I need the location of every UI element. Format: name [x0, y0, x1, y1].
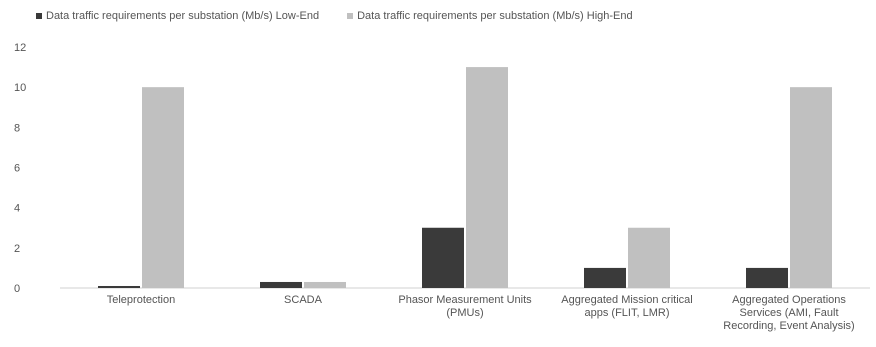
bar-low-end-2 — [422, 227, 464, 288]
x-tick-label: Teleprotection — [107, 294, 176, 306]
legend-swatch-low-end — [36, 13, 42, 19]
legend-label-low-end: Data traffic requirements per substation… — [46, 10, 320, 22]
chart-legend: Data traffic requirements per substation… — [36, 10, 633, 22]
bar-low-end-4 — [746, 267, 788, 288]
bar-high-end-0 — [142, 87, 184, 289]
x-tick-label: Aggregated Operations — [732, 294, 846, 306]
x-tick-label: SCADA — [284, 294, 323, 306]
x-tick-label: Aggregated Mission critical — [561, 294, 692, 306]
bar-high-end-1 — [304, 281, 346, 288]
legend-label-high-end: Data traffic requirements per substation… — [357, 10, 633, 22]
y-tick-label: 8 — [14, 122, 20, 134]
y-tick-label: 12 — [14, 42, 26, 54]
bar-high-end-3 — [628, 227, 670, 288]
x-tick-label: Recording, Event Analysis) — [723, 320, 854, 332]
legend-item-high-end: Data traffic requirements per substation… — [347, 10, 633, 22]
y-tick-label: 4 — [14, 203, 20, 215]
bar-high-end-2 — [466, 67, 508, 288]
bar-low-end-3 — [584, 267, 626, 288]
y-tick-label: 10 — [14, 82, 26, 94]
x-tick-label: apps (FLIT, LMR) — [585, 307, 670, 319]
bar-low-end-0 — [98, 285, 140, 288]
x-tick-label: Services (AMI, Fault — [739, 307, 838, 319]
x-tick-label: (PMUs) — [446, 307, 483, 319]
bar-low-end-1 — [260, 281, 302, 288]
y-tick-label: 6 — [14, 163, 20, 175]
legend-item-low-end: Data traffic requirements per substation… — [36, 10, 319, 22]
y-tick-label: 2 — [14, 243, 20, 255]
legend-swatch-high-end — [347, 13, 354, 19]
bar-high-end-4 — [790, 87, 832, 289]
y-tick-label: 0 — [14, 283, 20, 295]
x-tick-label: Phasor Measurement Units — [398, 294, 532, 306]
